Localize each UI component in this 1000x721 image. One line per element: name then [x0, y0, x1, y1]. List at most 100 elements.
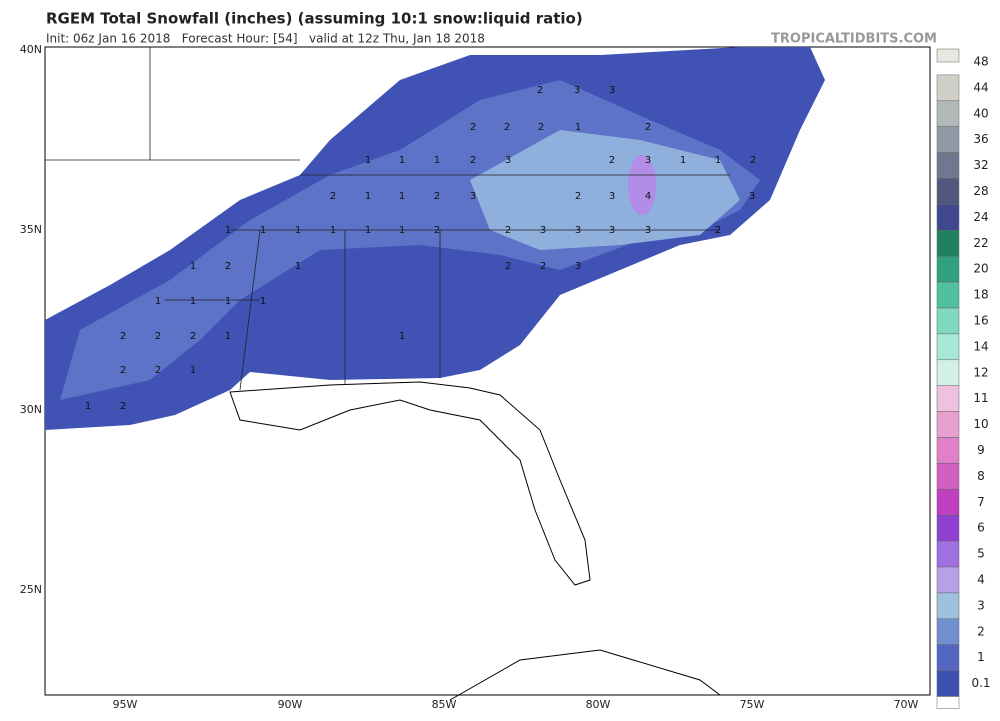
map-value: 3	[645, 155, 651, 166]
lon-label: 80W	[586, 698, 611, 711]
map-value: 2	[470, 155, 476, 166]
lon-label: 75W	[740, 698, 765, 711]
map-value: 1	[190, 296, 196, 307]
colorbar-label: 4	[977, 573, 985, 587]
colorbar-label: 3	[977, 598, 985, 612]
map-value: 2	[120, 365, 126, 376]
lat-label: 40N	[20, 43, 42, 56]
colorbar-label: 32	[973, 158, 988, 172]
colorbar-swatch	[936, 540, 960, 568]
map-value: 2	[434, 225, 440, 236]
map-value: 1	[225, 225, 231, 236]
map-value: 1	[260, 225, 266, 236]
map-value: 3	[540, 225, 546, 236]
map-value: 3	[645, 225, 651, 236]
colorbar-label: 44	[973, 80, 988, 94]
colorbar-label: 22	[973, 236, 988, 250]
map-value: 1	[365, 191, 371, 202]
colorbar-swatch	[936, 618, 960, 645]
colorbar-label: 7	[977, 495, 985, 509]
map-value: 1	[399, 155, 405, 166]
colorbar-label: 20	[973, 262, 988, 276]
colorbar-swatch	[936, 670, 960, 697]
map-value: 1	[190, 365, 196, 376]
map-value: 3	[609, 85, 615, 96]
map-value: 2	[505, 261, 511, 272]
map-value: 1	[85, 401, 91, 412]
colorbar-label: 0.1	[971, 676, 990, 690]
colorbar-label: 10	[973, 417, 988, 431]
map-value: 2	[155, 365, 161, 376]
map-value: 2	[225, 261, 231, 272]
colorbar-label: 28	[973, 184, 988, 198]
map-value: 1	[365, 225, 371, 236]
map-value: 2	[575, 191, 581, 202]
map-value: 1	[295, 261, 301, 272]
colorbar-label: 2	[977, 624, 985, 638]
map-value: 1	[225, 296, 231, 307]
lat-label: 25N	[20, 583, 42, 596]
lon-label: 90W	[278, 698, 303, 711]
map-value: 2	[505, 225, 511, 236]
map-value: 3	[574, 85, 580, 96]
colorbar-swatch	[936, 307, 960, 335]
site-name: TROPICALTIDBITS.COM	[771, 32, 937, 47]
map-value: 1	[225, 331, 231, 342]
map-value: 3	[609, 191, 615, 202]
state-borders	[45, 47, 730, 391]
map-value: 2	[645, 122, 651, 133]
map-value: 2	[609, 155, 615, 166]
map-value: 1	[680, 155, 686, 166]
map-value: 2	[715, 225, 721, 236]
colorbar-swatch	[936, 204, 960, 231]
map-value: 1	[365, 155, 371, 166]
colorbar-swatch	[936, 385, 960, 412]
map-value: 3	[609, 225, 615, 236]
colorbar-swatch	[936, 100, 960, 127]
colorbar-swatch	[936, 178, 960, 205]
snow-max	[628, 155, 656, 215]
colorbar-label: 1	[977, 650, 985, 664]
colorbar-swatch	[936, 411, 960, 438]
colorbar-swatch	[936, 48, 960, 63]
colorbar-swatch	[936, 566, 960, 594]
colorbar-swatch	[936, 644, 960, 671]
lon-label: 95W	[113, 698, 138, 711]
colorbar-label: 8	[977, 469, 985, 483]
colorbar-label: 11	[973, 391, 988, 405]
colorbar-swatch	[936, 281, 960, 309]
map-value: 3	[505, 155, 511, 166]
colorbar-swatch	[936, 489, 960, 516]
map-value: 2	[330, 191, 336, 202]
map-value: 3	[470, 191, 476, 202]
colorbar-swatch	[936, 74, 960, 102]
colorbar-label: 48	[973, 55, 988, 69]
colorbar-swatch	[936, 696, 960, 709]
colorbar-label: 12	[973, 365, 988, 379]
map-value: 1	[399, 331, 405, 342]
map-value: 2	[120, 331, 126, 342]
map-value: 2	[120, 401, 126, 412]
map-value: 1	[295, 225, 301, 236]
map-value: 1	[155, 296, 161, 307]
colorbar-swatch	[936, 437, 960, 464]
map-value: 1	[330, 225, 336, 236]
colorbar-label: 6	[977, 521, 985, 535]
lat-label: 30N	[20, 403, 42, 416]
subtitle: Init: 06z Jan 16 2018 Forecast Hour: [54…	[46, 32, 485, 46]
snow-area-core	[470, 130, 740, 250]
map-value: 2	[504, 122, 510, 133]
colorbar-label: 18	[973, 288, 988, 302]
lat-label: 35N	[20, 223, 42, 236]
colorbar-swatch	[936, 126, 960, 153]
map-value: 1	[190, 261, 196, 272]
map-value: 2	[155, 331, 161, 342]
colorbar-label: 16	[973, 314, 988, 328]
map-value: 1	[260, 296, 266, 307]
colorbar-label: 36	[973, 132, 988, 146]
map-value: 2	[470, 122, 476, 133]
colorbar-label: 40	[973, 106, 988, 120]
colorbar-label: 9	[977, 443, 985, 457]
map-value: 2	[537, 85, 543, 96]
